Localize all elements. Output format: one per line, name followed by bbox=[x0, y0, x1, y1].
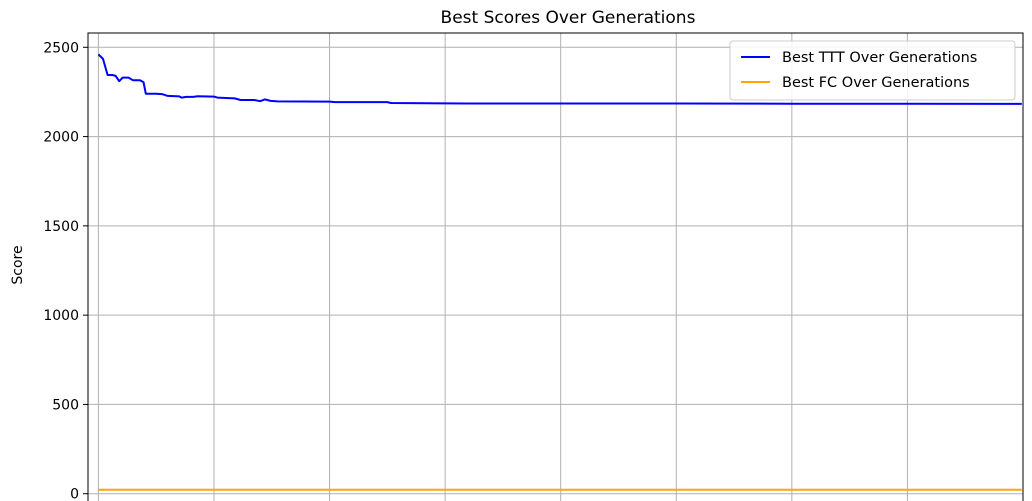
y-tick-label: 1000 bbox=[43, 308, 79, 324]
legend-label-0: Best TTT Over Generations bbox=[782, 50, 977, 66]
y-tick-label: 1500 bbox=[43, 219, 79, 235]
grid bbox=[88, 33, 1024, 501]
plot-frame bbox=[87, 32, 1024, 501]
legend-label-1: Best FC Over Generations bbox=[782, 75, 970, 91]
y-tick-label: 2000 bbox=[43, 130, 79, 146]
y-tick-label: 2500 bbox=[43, 40, 79, 56]
legend-box bbox=[729, 40, 1016, 101]
y-tick-label: 0 bbox=[70, 487, 79, 501]
series-line-0 bbox=[97, 53, 1022, 105]
ticks: 0 500 1000 1500 2000 2500 bbox=[43, 40, 88, 501]
y-tick-label: 500 bbox=[52, 397, 79, 413]
y-axis-label: Score bbox=[10, 245, 26, 284]
series-layer bbox=[97, 53, 1022, 491]
legend: Best TTT Over Generations Best FC Over Ge… bbox=[729, 40, 1016, 101]
chart-title: Best Scores Over Generations bbox=[441, 8, 696, 28]
